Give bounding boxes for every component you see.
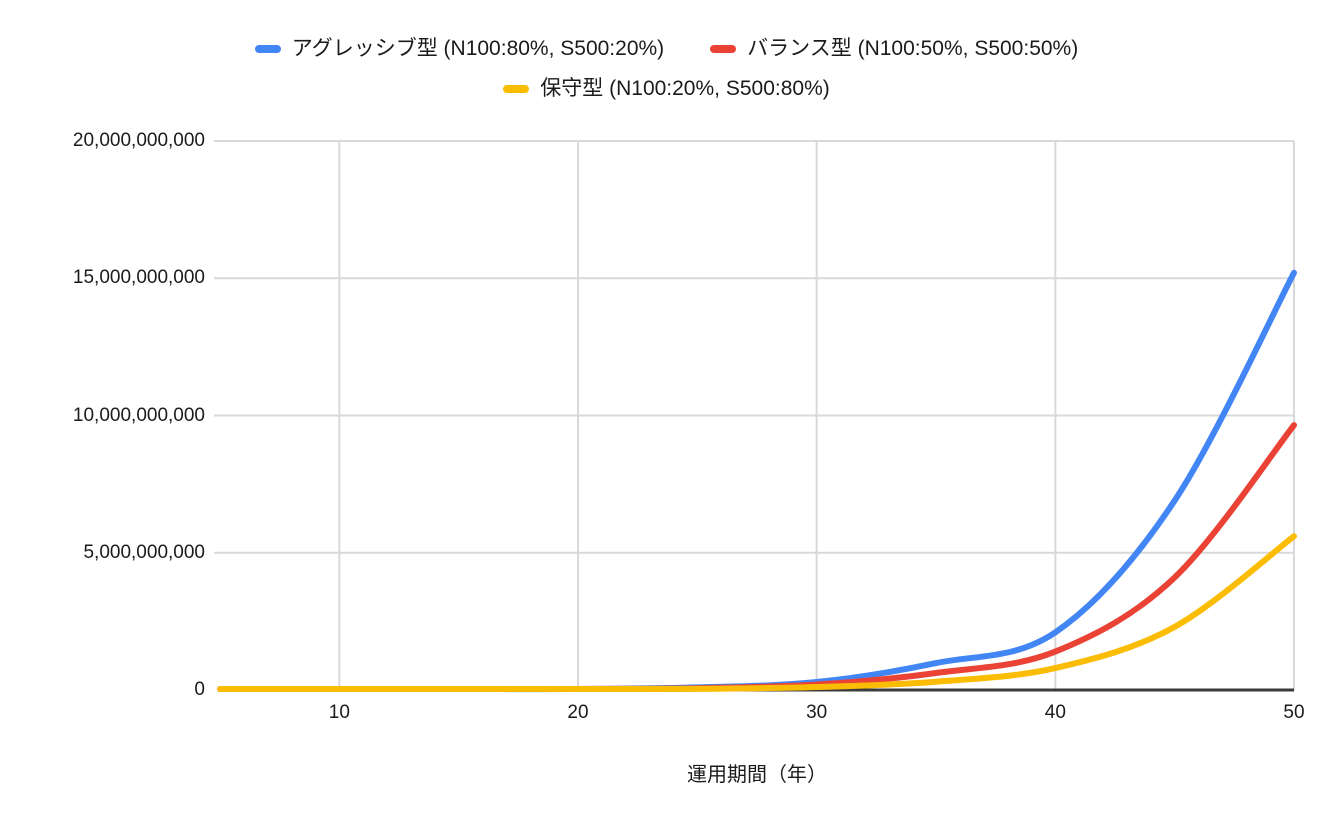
legend-swatch-aggressive-icon [254, 44, 281, 53]
legend-row: 保守型 (N100:20%, S500:80%) [503, 76, 830, 101]
y-tick-label: 15,000,000,000 [72, 267, 205, 289]
y-tick-label: 0 [194, 679, 205, 700]
legend-label: 保守型 (N100:20%, S500:80%) [540, 77, 830, 100]
legend-item-conservative[interactable]: 保守型 (N100:20%, S500:80%) [503, 76, 830, 101]
x-tick-label: 20 [567, 702, 589, 723]
y-tick-label: 20,000,000,000 [72, 130, 205, 151]
legend-item-balanced[interactable]: バランス型 (N100:50%, S500:50%) [710, 36, 1078, 61]
legend-label: バランス型 (N100:50%, S500:50%) [747, 37, 1079, 60]
y-tick-label: 5,000,000,000 [83, 541, 205, 563]
legend-swatch-conservative-icon [503, 84, 530, 93]
y-tick-label: 10,000,000,000 [72, 404, 205, 426]
x-tick-label: 30 [806, 702, 828, 723]
x-tick-label: 40 [1044, 702, 1066, 723]
legend-row: アグレッシブ型 (N100:80%, S500:20%) バランス型 (N100… [254, 36, 1078, 61]
legend-item-aggressive[interactable]: アグレッシブ型 (N100:80%, S500:20%) [254, 36, 665, 61]
series-line-2 [217, 533, 1297, 693]
chart-legend: アグレッシブ型 (N100:80%, S500:20%) バランス型 (N100… [0, 36, 1333, 101]
x-tick-label: 50 [1283, 702, 1305, 723]
legend-swatch-balanced-icon [710, 44, 737, 53]
x-axis-title: 運用期間（年） [687, 764, 827, 786]
series-line-0 [217, 269, 1297, 693]
x-tick-label: 10 [328, 702, 350, 723]
legend-label: アグレッシブ型 (N100:80%, S500:20%) [291, 37, 665, 60]
